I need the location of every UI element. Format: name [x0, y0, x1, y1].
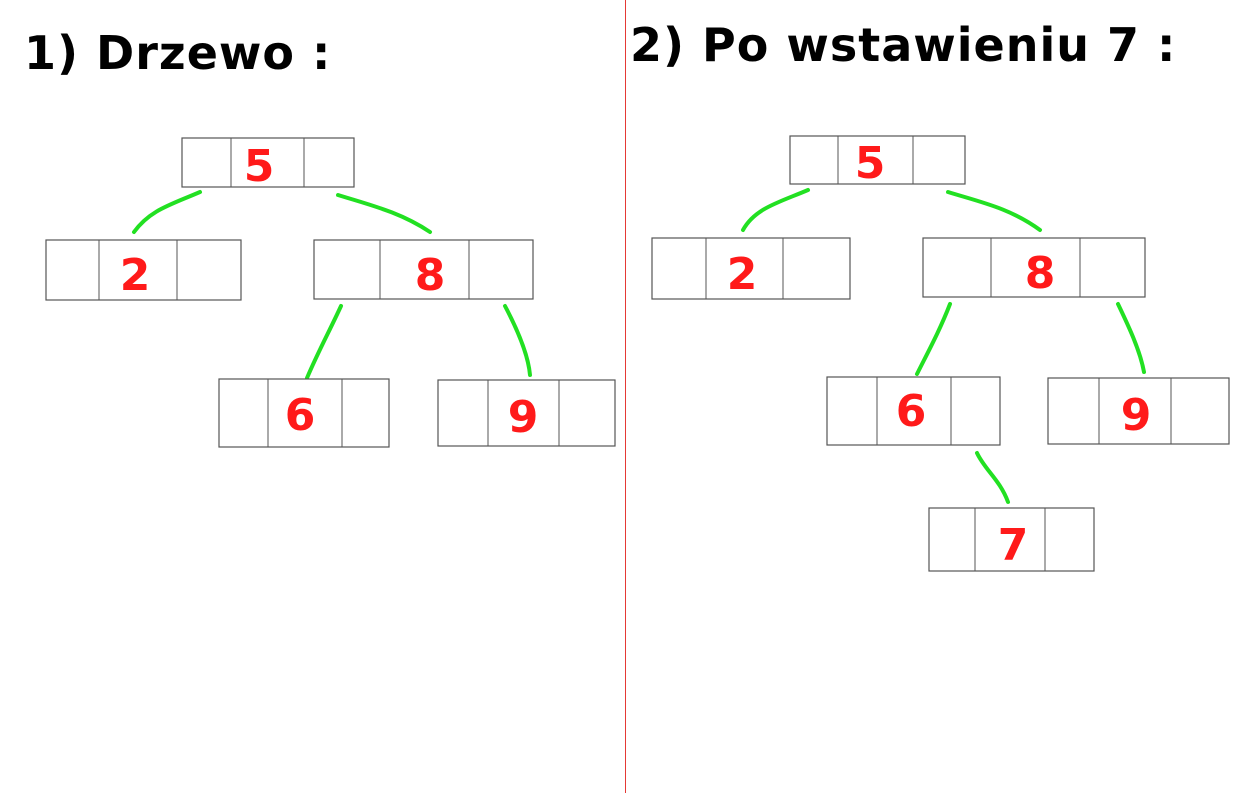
tree-node: 9 [1047, 377, 1230, 445]
node-value: 6 [896, 386, 927, 437]
tree-node: 7 [928, 507, 1095, 572]
edge-8-9 [503, 304, 532, 377]
node-value: 5 [244, 141, 275, 192]
node-value: 8 [1025, 248, 1056, 299]
tree-node: 8 [922, 237, 1146, 299]
panel-title-after: 2) Po wstawieniu 7 : [630, 18, 1177, 72]
node-value: 8 [415, 250, 446, 301]
node-value: 9 [508, 392, 539, 443]
tree-node: 5 [789, 135, 966, 189]
panel-title-before: 1) Drzewo : [24, 26, 332, 80]
node-value: 2 [727, 249, 758, 300]
tree-before: 5 2 8 6 [45, 137, 616, 448]
panel-divider [625, 0, 626, 793]
edge-5-8 [946, 190, 1042, 232]
node-value: 7 [998, 520, 1029, 571]
tree-node: 5 [181, 137, 355, 192]
tree-node: 9 [437, 379, 616, 447]
tree-node: 6 [218, 378, 390, 448]
edge-6-7 [975, 451, 1010, 504]
tree-node: 8 [313, 239, 534, 301]
tree-node: 6 [826, 376, 1001, 446]
node-value: 9 [1121, 390, 1152, 441]
node-value: 5 [855, 138, 886, 189]
tree-node: 2 [45, 239, 242, 301]
edge-8-6 [915, 302, 952, 376]
tree-node: 2 [651, 237, 851, 300]
tree-after: 5 2 8 6 [651, 135, 1230, 572]
node-value: 2 [120, 250, 151, 301]
edge-5-2 [132, 190, 202, 234]
edge-5-2 [741, 188, 810, 232]
edge-8-9 [1116, 302, 1146, 374]
edge-8-6 [305, 304, 343, 380]
node-value: 6 [285, 390, 316, 441]
edge-5-8 [336, 193, 432, 234]
